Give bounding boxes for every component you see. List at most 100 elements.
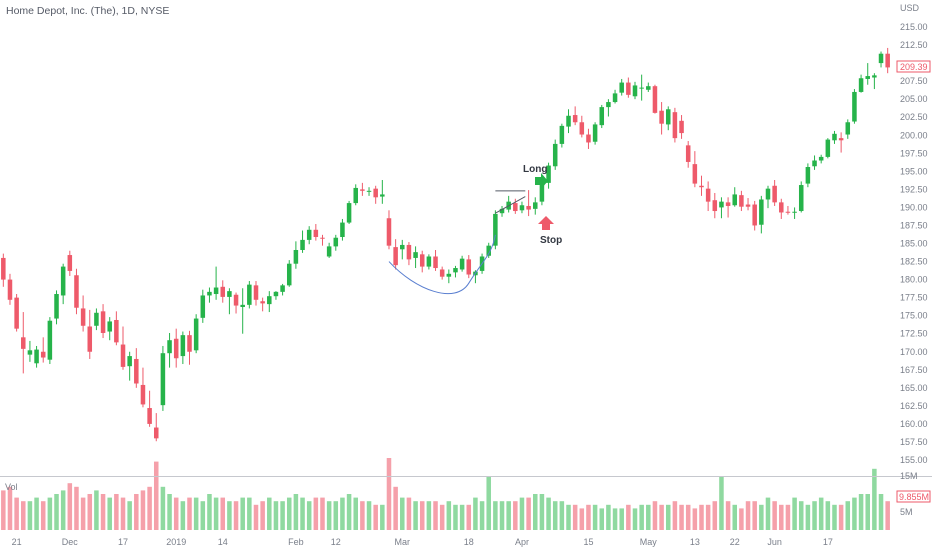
- volume-bar: [546, 497, 551, 530]
- long-arrow-icon: [535, 173, 548, 189]
- volume-bar: [592, 504, 598, 530]
- volume-bar: [533, 494, 538, 530]
- candle-body: [107, 321, 112, 332]
- candle-body: [453, 268, 458, 273]
- last-volume-tag[interactable]: 9.855M: [896, 490, 931, 503]
- candle-body: [579, 122, 585, 135]
- volume-bar: [306, 501, 312, 530]
- candle-body: [74, 275, 79, 308]
- volume-bar: [559, 501, 565, 530]
- volume-bar: [513, 501, 518, 530]
- volume-bar: [519, 497, 525, 530]
- volume-bar: [672, 501, 678, 530]
- price-tick: 155.00: [900, 455, 928, 465]
- candle-body: [227, 291, 232, 297]
- candle-body: [267, 296, 272, 305]
- volume-bar: [426, 501, 432, 530]
- volume-bar: [74, 486, 79, 530]
- volume-bar: [220, 497, 226, 530]
- volume-bar: [606, 504, 611, 530]
- volume-bar: [140, 490, 146, 530]
- volume-bar: [173, 497, 179, 530]
- price-tick: 207.50: [900, 76, 928, 86]
- candle-body: [792, 211, 797, 213]
- candle-body: [632, 85, 638, 97]
- volume-bar: [526, 497, 531, 530]
- price-tick: 157.50: [900, 437, 928, 447]
- candle-body: [160, 353, 166, 406]
- volume-bar: [818, 497, 824, 530]
- candle-body: [446, 273, 452, 277]
- candle-body: [240, 304, 245, 308]
- volume-bar: [147, 486, 152, 530]
- time-tick: Feb: [288, 537, 304, 547]
- volume-bar: [599, 508, 605, 530]
- volume-bar: [21, 501, 26, 530]
- candle-body: [533, 202, 538, 209]
- chart-title: Home Depot, Inc. (The), 1D, NYSE: [6, 5, 170, 17]
- candle-body: [539, 183, 545, 202]
- candle-body: [167, 340, 172, 354]
- time-tick: 18: [464, 537, 474, 547]
- volume-bar: [386, 458, 392, 530]
- candle-body: [439, 269, 445, 277]
- volume-bar: [187, 497, 192, 530]
- volume-bar: [845, 501, 851, 530]
- last-price-tag[interactable]: 209.39: [896, 60, 931, 73]
- candle-body: [626, 82, 631, 95]
- volume-bar: [247, 497, 252, 530]
- volume-bar: [333, 501, 339, 530]
- stop-label: Stop: [540, 235, 562, 246]
- volume-bar: [260, 501, 265, 530]
- candle-body: [207, 291, 212, 296]
- volume-bar: [699, 504, 704, 530]
- volume-bar: [732, 504, 738, 530]
- candle-body: [193, 318, 199, 351]
- candle-body: [320, 237, 325, 239]
- volume-bar: [107, 497, 112, 530]
- candle-body: [94, 312, 99, 326]
- volume-bar: [87, 494, 93, 530]
- volume-bar: [838, 504, 844, 530]
- candle-body: [419, 254, 425, 267]
- time-tick: Mar: [395, 537, 411, 547]
- volume-bar: [772, 501, 777, 530]
- candle-body: [326, 246, 332, 257]
- volume-bar: [453, 504, 458, 530]
- candle-body: [572, 115, 578, 123]
- volume-bar: [759, 504, 764, 530]
- candle-body: [280, 285, 285, 292]
- candle-body: [493, 213, 498, 246]
- volume-bar: [872, 468, 877, 530]
- time-tick: 13: [690, 537, 700, 547]
- volume-bar: [127, 501, 132, 530]
- time-tick: 21: [12, 537, 22, 547]
- time-tick: Apr: [515, 537, 529, 547]
- candle-body: [200, 295, 206, 318]
- volume-bar: [213, 497, 219, 530]
- volume-bar: [852, 497, 857, 530]
- volume-bar: [293, 494, 299, 530]
- candle-body: [260, 301, 265, 304]
- candle-body: [599, 107, 605, 126]
- candle-body: [818, 156, 824, 161]
- volume-bar: [393, 486, 398, 530]
- price-tick: 167.50: [900, 365, 928, 375]
- volume-bar: [612, 508, 618, 530]
- candle-body: [340, 222, 345, 238]
- candle-body: [685, 145, 691, 162]
- volume-bar: [340, 497, 345, 530]
- candle-body: [1, 257, 6, 280]
- price-tick: 195.00: [900, 166, 928, 176]
- candle-body: [413, 252, 418, 258]
- candle-body: [187, 335, 192, 352]
- volume-bar: [473, 497, 478, 530]
- volume-bar: [40, 501, 46, 530]
- price-tick: 200.00: [900, 130, 928, 140]
- volume-bar: [765, 497, 771, 530]
- volume-bar: [685, 504, 691, 530]
- candle-body: [147, 408, 152, 424]
- last-price-value: 209.39: [900, 62, 928, 72]
- candle-body: [80, 308, 86, 326]
- time-tick: 15: [583, 537, 593, 547]
